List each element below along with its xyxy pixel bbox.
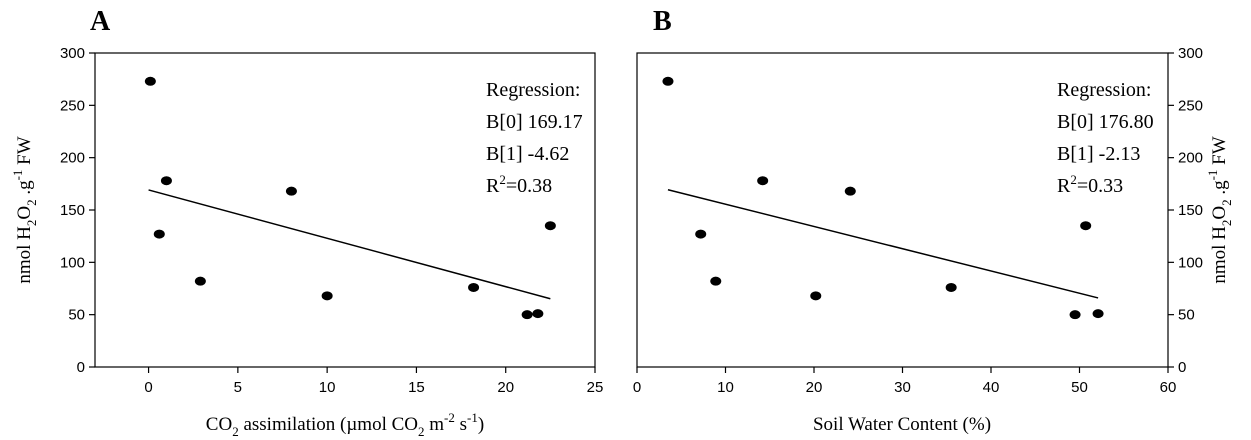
panel-b-data-point [662, 76, 674, 86]
panel-a-data-point [521, 310, 533, 320]
panel-a-y-tick-label: 300 [60, 45, 85, 62]
panel-b-data-point [945, 282, 957, 292]
panel-a-y-tick-label: 100 [60, 254, 85, 271]
panel-b-data-point [757, 176, 769, 186]
panel-a-regression-annotation: Regression: B[0] 169.17 B[1] -4.62 R2=0.… [486, 79, 583, 197]
panel-a-data-point [153, 229, 165, 239]
panel-a-data-point [194, 276, 206, 286]
panel-b-x-tick-label: 10 [717, 379, 734, 396]
panel-b-x-tick-label: 30 [894, 379, 911, 396]
panel-b-letter: B [653, 6, 672, 37]
panel-a-x-tick-label: 10 [319, 379, 336, 396]
panel-b-x-tick-label: 20 [806, 379, 823, 396]
panel-b-data-point [710, 276, 722, 286]
panel-b-regression-b1: B[1] -2.13 [1057, 143, 1140, 165]
panel-a-data-point [468, 282, 480, 292]
panel-a-y-tick-label: 0 [77, 359, 85, 376]
panel-a-x-axis-title: CO2 assimilation (µmol CO2 m-2 s-1) [206, 410, 484, 439]
panel-a-data-point [321, 291, 333, 301]
panel-b-data-point [844, 186, 856, 196]
panel-a-x-tick-label: 15 [408, 379, 425, 396]
panel-a-plot-frame [94, 52, 596, 368]
panel-b-y-tick-label: 150 [1178, 202, 1203, 219]
panel-b-data-point [1069, 310, 1081, 320]
panel-b-x-tick-label: 0 [633, 379, 641, 396]
panel-a-data-point [144, 76, 156, 86]
panel-b-regression-line [667, 189, 1099, 299]
panel-a-y-tick-label: 150 [60, 202, 85, 219]
panel-a-data-point [532, 309, 544, 319]
panel-a-x-tick-label: 0 [144, 379, 152, 396]
panel-a-x-tick-label: 5 [234, 379, 242, 396]
panel-b-y-tick-label: 300 [1178, 45, 1203, 62]
panel-a-regression-line [148, 189, 551, 300]
panel-b-y-axis-title: nmol H2O2 .g-1 FW [1205, 136, 1234, 283]
panel-b-regression-r2: R2=0.33 [1057, 172, 1123, 197]
panel-b-y-tick-label: 50 [1178, 307, 1195, 324]
panel-a-letter: A [90, 6, 111, 37]
panel-a-y-tick-label: 200 [60, 150, 85, 167]
panel-a-x-tick-label: 20 [497, 379, 514, 396]
panel-a-data-point [285, 186, 297, 196]
panel-a-y-axis-title: nmol H2O2 .g-1 FW [10, 136, 39, 283]
panel-a-regression-b1: B[1] -4.62 [486, 143, 569, 165]
panel-a-data-point [544, 221, 556, 231]
panel-b-regression-b0: B[0] 176.80 [1057, 111, 1154, 133]
panel-a-y-tick-label: 50 [68, 307, 85, 324]
panel-b-x-tick-label: 50 [1071, 379, 1088, 396]
panel-a-regression-heading: Regression: [486, 79, 580, 101]
panel-b-y-tick-label: 200 [1178, 150, 1203, 167]
panel-b-data-point [1080, 221, 1092, 231]
panel-a-regression-b0: B[0] 169.17 [486, 111, 583, 133]
panel-b-y-tick-label: 100 [1178, 254, 1203, 271]
panel-b-y-tick-label: 250 [1178, 97, 1203, 114]
panel-a-x-tick-label: 25 [587, 379, 604, 396]
panel-b-regression-annotation: Regression: B[0] 176.80 B[1] -2.13 R2=0.… [1057, 79, 1154, 197]
panel-b-regression-heading: Regression: [1057, 79, 1151, 101]
panel-b-plot-frame [636, 52, 1169, 368]
panel-b-x-tick-label: 60 [1160, 379, 1177, 396]
panel-b-y-tick-label: 0 [1178, 359, 1186, 376]
panel-b-data-point [695, 229, 707, 239]
panel-b-data-point [1092, 309, 1104, 319]
panel-a-data-point [160, 176, 172, 186]
panel-a-y-tick-label: 250 [60, 97, 85, 114]
panel-b-x-axis-title: Soil Water Content (%) [813, 414, 991, 435]
panel-b-x-tick-label: 40 [983, 379, 1000, 396]
panel-b-data-point [810, 291, 822, 301]
panel-a-regression-r2: R2=0.38 [486, 172, 552, 197]
